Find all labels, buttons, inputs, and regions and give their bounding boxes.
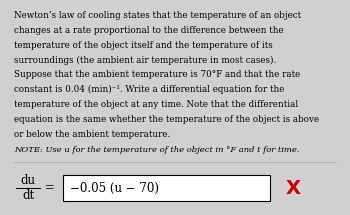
Text: −0.05 (u − 70): −0.05 (u − 70) [70, 182, 159, 195]
Text: temperature of the object at any time. Note that the differential: temperature of the object at any time. N… [14, 100, 299, 109]
Text: temperature of the object itself and the temperature of its: temperature of the object itself and the… [14, 41, 273, 50]
Text: =: = [45, 182, 55, 195]
FancyBboxPatch shape [63, 175, 270, 201]
Text: Newton’s law of cooling states that the temperature of an object: Newton’s law of cooling states that the … [14, 11, 302, 20]
Text: equation is the same whether the temperature of the object is above: equation is the same whether the tempera… [14, 115, 320, 124]
Text: or below the ambient temperature.: or below the ambient temperature. [14, 130, 171, 139]
Text: Suppose that the ambient temperature is 70°F and that the rate: Suppose that the ambient temperature is … [14, 70, 301, 79]
Text: dt: dt [22, 189, 34, 202]
Text: du: du [20, 174, 35, 187]
Text: constant is 0.04 (min)⁻¹. Write a differential equation for the: constant is 0.04 (min)⁻¹. Write a differ… [14, 85, 285, 94]
Text: X: X [286, 179, 301, 198]
Text: changes at a rate proportional to the difference between the: changes at a rate proportional to the di… [14, 26, 284, 35]
Text: surroundings (the ambient air temperature in most cases).: surroundings (the ambient air temperatur… [14, 55, 277, 65]
Text: NOTE: Use u for the temperature of the object in °F and t for time.: NOTE: Use u for the temperature of the o… [14, 146, 300, 154]
